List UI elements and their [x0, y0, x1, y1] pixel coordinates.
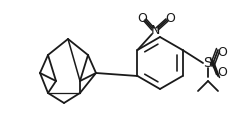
- Text: N: N: [150, 24, 160, 37]
- Text: S: S: [204, 56, 212, 70]
- Text: O: O: [217, 47, 227, 59]
- Text: O: O: [137, 12, 147, 24]
- Text: O: O: [217, 67, 227, 80]
- Text: O: O: [165, 12, 175, 24]
